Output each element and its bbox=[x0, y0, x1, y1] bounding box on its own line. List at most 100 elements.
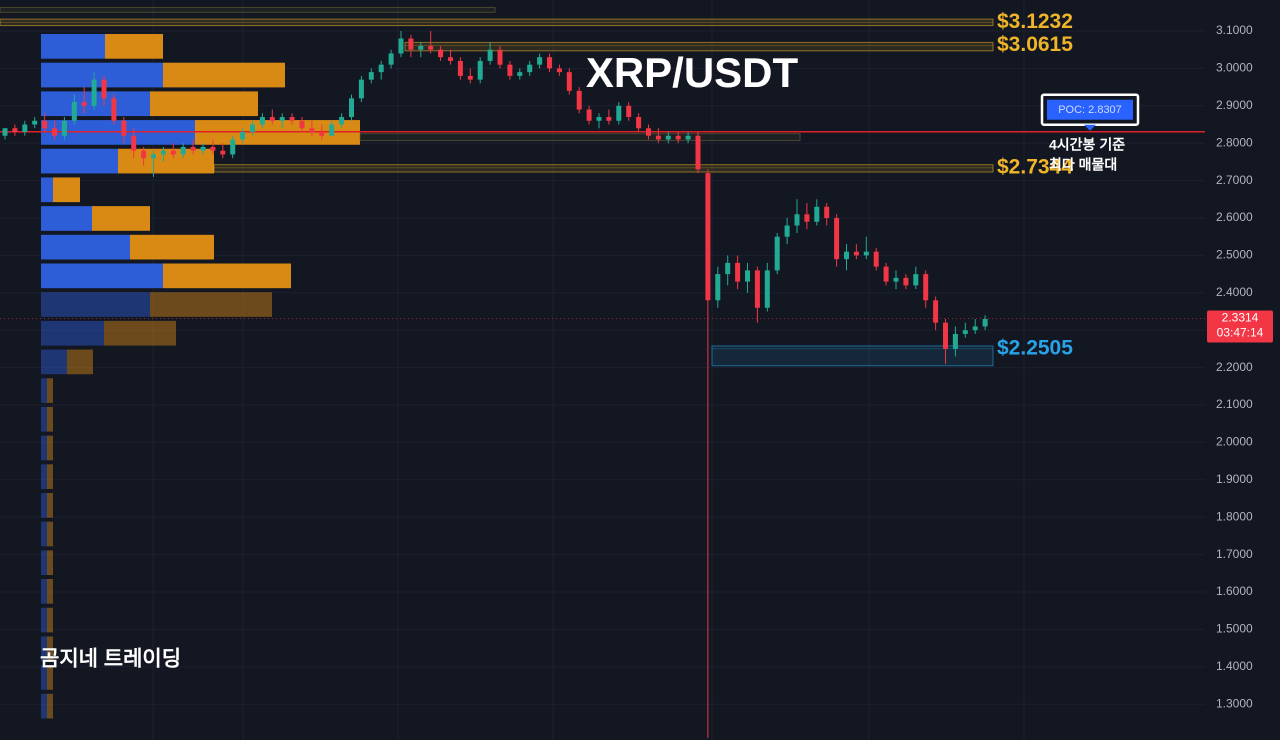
candle-body bbox=[329, 124, 335, 136]
y-tick-label: 2.8000 bbox=[1216, 135, 1253, 149]
profile-sell bbox=[118, 148, 214, 174]
profile-buy bbox=[41, 206, 92, 231]
y-tick-label: 2.6000 bbox=[1216, 210, 1253, 224]
y-tick-label: 2.5000 bbox=[1216, 248, 1253, 262]
profile-buy bbox=[41, 177, 53, 203]
candle-body bbox=[913, 274, 919, 286]
profile-buy bbox=[41, 665, 47, 690]
profile-sell bbox=[130, 234, 214, 260]
price-tag-countdown: 03:47:14 bbox=[1217, 326, 1264, 340]
candle-body bbox=[834, 218, 840, 260]
profile-buy bbox=[41, 406, 47, 432]
candle-body bbox=[705, 173, 711, 301]
candle-body bbox=[943, 322, 948, 349]
candle-body bbox=[735, 262, 741, 282]
profile-buy bbox=[41, 579, 47, 604]
zone-label: $2.7344 bbox=[997, 155, 1073, 178]
zone-label: $3.0615 bbox=[997, 33, 1073, 56]
candle-body bbox=[646, 128, 651, 136]
candle-body bbox=[695, 135, 701, 170]
candle-body bbox=[556, 68, 562, 73]
candle-body bbox=[537, 57, 543, 65]
candle-body bbox=[448, 57, 453, 61]
candle-body bbox=[774, 236, 780, 271]
candle-body bbox=[368, 72, 374, 80]
profile-sell bbox=[150, 292, 272, 317]
candle-body bbox=[91, 79, 97, 106]
watermark: 곰지네 트레이딩 bbox=[40, 648, 181, 671]
profile-buy bbox=[41, 492, 47, 518]
candle-body bbox=[923, 274, 929, 301]
candle-body bbox=[438, 49, 444, 58]
candle-body bbox=[42, 120, 48, 129]
candle-body bbox=[863, 251, 869, 256]
candle-body bbox=[398, 38, 404, 54]
candle-body bbox=[349, 98, 354, 118]
candle-body bbox=[952, 333, 958, 349]
candle-body bbox=[428, 45, 434, 50]
profile-sell bbox=[47, 607, 53, 633]
candle-body bbox=[269, 117, 275, 121]
zone-label: $2.2505 bbox=[997, 336, 1073, 359]
candle-body bbox=[230, 139, 236, 155]
profile-sell bbox=[67, 349, 93, 375]
profile-buy bbox=[41, 34, 105, 59]
candle-body bbox=[151, 154, 156, 159]
zone bbox=[0, 18, 994, 27]
candle-body bbox=[32, 120, 38, 125]
candle-body bbox=[527, 64, 533, 73]
candle-body bbox=[586, 109, 592, 121]
poc-box-inner bbox=[1047, 99, 1133, 120]
candle-body bbox=[289, 117, 295, 121]
profile-sell bbox=[163, 263, 291, 289]
candle-body bbox=[299, 120, 305, 129]
zone bbox=[359, 133, 801, 142]
y-tick-label: 3.0000 bbox=[1216, 61, 1253, 75]
candle-body bbox=[784, 225, 790, 237]
profile-buy bbox=[41, 464, 47, 489]
y-tick-label: 1.6000 bbox=[1216, 584, 1253, 598]
poc-note: 최다 매물대 bbox=[1049, 156, 1117, 172]
y-tick-label: 2.9000 bbox=[1216, 98, 1253, 112]
candle-body bbox=[378, 64, 384, 73]
profile-buy bbox=[41, 349, 67, 375]
candle-body bbox=[873, 251, 879, 267]
profile-sell bbox=[47, 693, 53, 719]
candle-body bbox=[477, 60, 483, 80]
candle-body bbox=[418, 45, 424, 50]
profile-sell bbox=[47, 378, 53, 403]
candle-body bbox=[715, 274, 721, 301]
candle-body bbox=[131, 135, 137, 151]
profile-sell bbox=[150, 91, 258, 117]
candle-body bbox=[388, 53, 394, 65]
candle-body bbox=[220, 150, 226, 155]
candle-body bbox=[250, 124, 255, 132]
y-tick-label: 1.4000 bbox=[1216, 659, 1253, 673]
candle-body bbox=[279, 117, 285, 121]
candle-body bbox=[309, 128, 315, 132]
candle-body bbox=[804, 214, 810, 222]
candle-body bbox=[190, 146, 196, 151]
candle-body bbox=[81, 102, 87, 106]
candle-body bbox=[844, 251, 849, 260]
candle-body bbox=[111, 98, 117, 121]
candle-body bbox=[240, 131, 246, 140]
candle-body bbox=[12, 128, 18, 132]
candle-body bbox=[794, 214, 800, 226]
candle-body bbox=[636, 117, 642, 129]
profile-buy bbox=[41, 636, 47, 662]
profile-sell bbox=[47, 492, 53, 518]
profile-buy bbox=[41, 693, 47, 719]
candle-body bbox=[61, 120, 67, 136]
profile-sell bbox=[47, 521, 53, 547]
y-tick-label: 2.0000 bbox=[1216, 435, 1253, 449]
y-tick-label: 2.2000 bbox=[1216, 360, 1253, 374]
candle-body bbox=[160, 150, 166, 155]
profile-buy bbox=[41, 292, 150, 317]
zone bbox=[404, 41, 994, 52]
candle-body bbox=[962, 330, 968, 334]
candle-body bbox=[121, 120, 127, 136]
zone bbox=[711, 345, 994, 367]
zone bbox=[0, 6, 496, 13]
candle-body bbox=[547, 57, 552, 69]
